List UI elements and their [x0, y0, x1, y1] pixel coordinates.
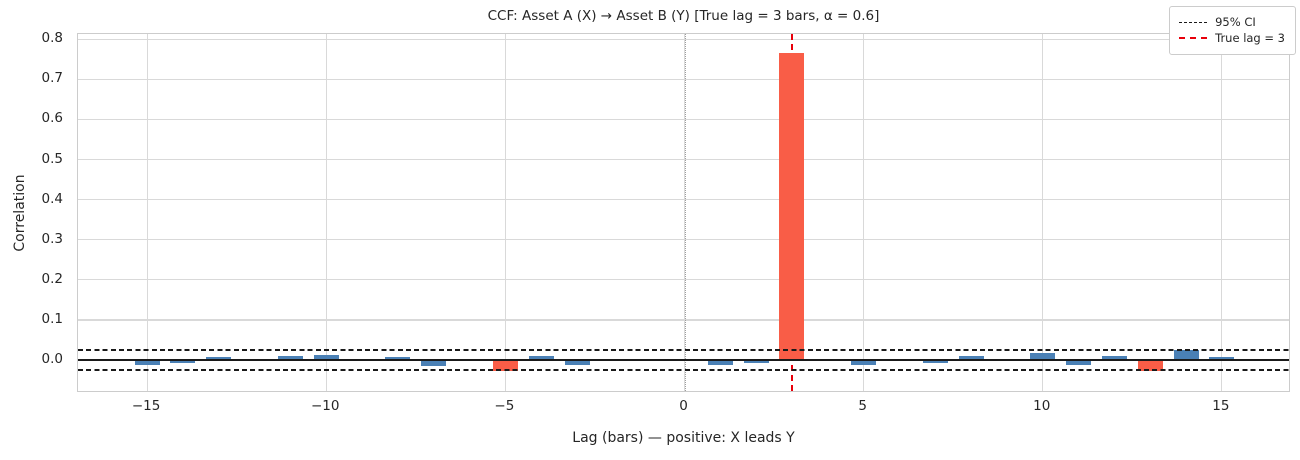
y-tick-label: 0.2	[41, 270, 63, 287]
x-tick-label: 10	[1033, 398, 1051, 414]
ccf-bar	[385, 356, 411, 361]
ccf-bar	[277, 355, 303, 361]
x-tick-label: 0	[679, 398, 688, 414]
x-tick-label: 5	[858, 398, 867, 414]
ci-dashed-line-swatch	[1179, 22, 1208, 24]
plot-area	[77, 33, 1290, 392]
ccf-bar	[1066, 360, 1092, 365]
x-axis-label: Lag (bars) — positive: X leads Y	[572, 430, 795, 446]
ccf-bar	[1101, 355, 1127, 361]
legend-item-truelag: True lag = 3	[1179, 30, 1285, 45]
ccf-bar	[1030, 352, 1056, 361]
y-gridline	[78, 239, 1289, 241]
lower-ci-line	[78, 369, 1289, 371]
ccf-bar	[134, 360, 160, 366]
zero-correlation-line	[78, 359, 1289, 361]
x-tick-label: −15	[131, 398, 161, 414]
y-gridline	[78, 38, 1289, 40]
x-gridline	[504, 34, 506, 391]
x-gridline	[1221, 34, 1223, 391]
legend-item-ci: 95% CI	[1179, 15, 1285, 29]
y-gridline	[78, 78, 1289, 80]
x-tick-label: −5	[494, 398, 515, 414]
y-tick-label: 0.5	[41, 150, 63, 167]
ccf-bar	[922, 360, 948, 363]
y-axis-label: Correlation	[12, 174, 28, 252]
x-gridline	[325, 34, 327, 391]
ccf-bar	[564, 360, 590, 365]
x-tick-label: −10	[311, 398, 340, 414]
ccf-bar	[779, 53, 805, 361]
x-gridline	[683, 34, 686, 391]
y-tick-label: 0.8	[41, 30, 63, 47]
y-tick-label: 0.0	[41, 351, 63, 368]
x-tick-label: 15	[1212, 398, 1230, 414]
upper-ci-line	[78, 349, 1289, 351]
ccf-bar	[743, 360, 769, 364]
y-tick-label: 0.4	[41, 190, 63, 207]
y-tick-label: 0.6	[41, 110, 63, 127]
x-gridline	[863, 34, 865, 391]
ccf-bar	[1137, 360, 1163, 371]
ccf-bar	[492, 360, 518, 371]
y-tick-label: 0.1	[41, 310, 63, 327]
legend-label-ci: 95% CI	[1215, 15, 1256, 29]
legend-label-truelag: True lag = 3	[1215, 30, 1285, 45]
zero-lag-reference-line	[684, 34, 686, 391]
chart-title: CCF: Asset A (X) → Asset B (Y) [True lag…	[487, 8, 880, 24]
ccf-bar	[1209, 357, 1235, 361]
y-gridline	[78, 279, 1289, 281]
y-gridline	[78, 158, 1289, 161]
ccf-bar	[1173, 350, 1199, 361]
y-gridline	[78, 319, 1289, 321]
legend: 95% CI True lag = 3	[1169, 6, 1296, 55]
ccf-bar	[707, 360, 733, 365]
x-gridline	[146, 34, 148, 391]
y-tick-label: 0.7	[41, 70, 63, 87]
ccf-bar	[421, 360, 447, 367]
x-gridline	[1042, 34, 1044, 391]
truelag-dashed-line-swatch	[1179, 37, 1208, 40]
ccf-bar	[170, 360, 196, 363]
ccf-bar	[958, 355, 984, 361]
ccf-bar	[528, 355, 554, 361]
y-gridline	[78, 118, 1289, 121]
ccf-bar	[206, 356, 232, 361]
ccf-bar	[313, 354, 339, 361]
y-tick-label: 0.3	[41, 230, 63, 247]
ccf-bar	[851, 360, 877, 365]
y-gridline	[78, 199, 1289, 201]
